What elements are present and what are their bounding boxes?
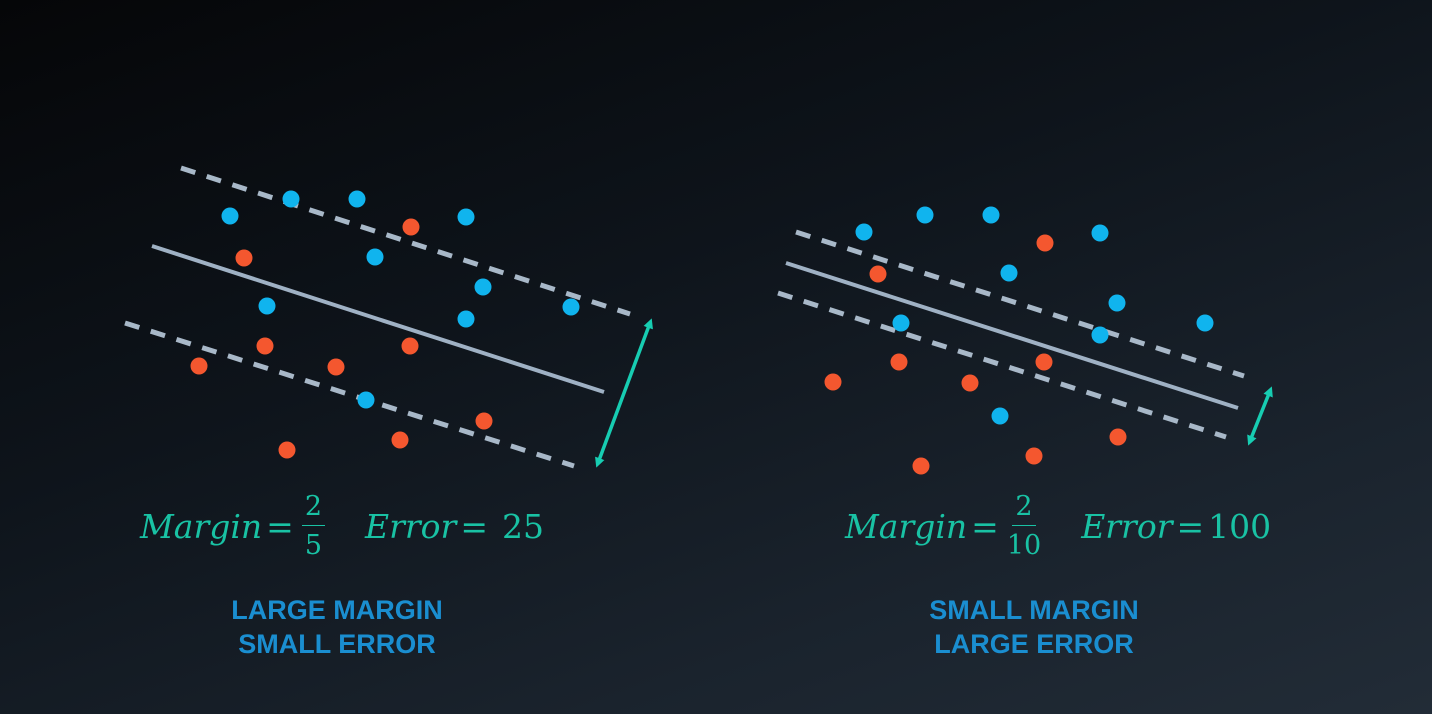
left-error-label: Error	[365, 506, 457, 546]
left-blue-point-3	[348, 190, 366, 208]
right-blue-point-8	[1091, 326, 1109, 344]
right-blue-point-7	[892, 314, 910, 332]
right-margin-equals: =	[971, 506, 999, 546]
right-blue-point-3	[982, 206, 1000, 224]
right-margin-fraction: 2 10	[1007, 493, 1041, 559]
right-blue-point-9	[1196, 314, 1214, 332]
left-orange-point-6	[401, 337, 419, 355]
right-panel-lines	[777, 229, 1273, 446]
right-orange-point-8	[1025, 447, 1043, 465]
left-blue-point-1	[221, 207, 239, 225]
left-margin-fraction: 2 5	[301, 493, 326, 561]
right-orange-point-7	[1109, 428, 1127, 446]
left-orange-point-4	[327, 358, 345, 376]
right-blue-point-10	[991, 407, 1009, 425]
left-margin-arrow	[595, 318, 653, 468]
right-caption: SMALL MARGIN LARGE ERROR	[864, 593, 1204, 661]
right-error-value: 100	[1208, 506, 1272, 546]
right-lower-margin-line	[777, 290, 1227, 440]
left-orange-point-2	[235, 249, 253, 267]
data-points	[190, 190, 1214, 475]
right-caption-line2: LARGE ERROR	[934, 629, 1134, 659]
right-orange-point-5	[824, 373, 842, 391]
right-orange-point-6	[1035, 353, 1053, 371]
right-blue-point-2	[916, 206, 934, 224]
left-margin-equals: =	[266, 506, 294, 546]
left-margin-denominator: 5	[304, 530, 323, 561]
left-upper-margin-line	[180, 165, 631, 317]
left-orange-point-5	[190, 357, 208, 375]
left-blue-point-9	[562, 298, 580, 316]
left-blue-point-4	[457, 208, 475, 226]
left-orange-point-8	[391, 431, 409, 449]
left-blue-point-5	[366, 248, 384, 266]
left-caption-line1: LARGE MARGIN	[231, 595, 443, 625]
left-lower-margin-line	[124, 320, 575, 469]
left-blue-point-7	[258, 297, 276, 315]
right-error-label: Error	[1081, 506, 1173, 546]
right-margin-denominator: 10	[1006, 530, 1042, 561]
left-formula: Margin = 2 5 Error = 25	[140, 486, 544, 566]
left-margin-label: Margin	[140, 506, 263, 546]
left-blue-point-8	[457, 310, 475, 328]
right-blue-point-5	[1000, 264, 1018, 282]
right-margin-arrow	[1247, 386, 1273, 446]
right-formula: Margin = 2 10 Error = 100	[845, 486, 1271, 566]
right-blue-point-6	[1108, 294, 1126, 312]
left-caption-line2: SMALL ERROR	[238, 629, 436, 659]
right-orange-point-3	[890, 353, 908, 371]
left-blue-point-10	[357, 391, 375, 409]
left-error-equals: =	[460, 506, 488, 546]
right-caption-line1: SMALL MARGIN	[929, 595, 1139, 625]
right-orange-point-2	[869, 265, 887, 283]
left-orange-point-3	[256, 337, 274, 355]
left-error-value: 25	[501, 506, 544, 546]
right-orange-point-1	[1036, 234, 1054, 252]
left-decision-boundary	[151, 244, 605, 394]
right-margin-numerator: 2	[1012, 493, 1036, 526]
right-orange-point-4	[961, 374, 979, 392]
left-panel-lines	[124, 165, 653, 469]
left-caption: LARGE MARGIN SMALL ERROR	[167, 593, 507, 661]
right-blue-point-1	[855, 223, 873, 241]
left-orange-point-1	[402, 218, 420, 236]
left-margin-numerator: 2	[301, 493, 326, 526]
right-decision-boundary	[785, 261, 1239, 410]
right-blue-point-4	[1091, 224, 1109, 242]
right-orange-point-9	[912, 457, 930, 475]
left-orange-point-7	[475, 412, 493, 430]
left-orange-point-9	[278, 441, 296, 459]
right-error-equals: =	[1176, 506, 1205, 546]
left-blue-point-2	[282, 190, 300, 208]
right-upper-margin-line	[795, 229, 1245, 379]
left-blue-point-6	[474, 278, 492, 296]
right-margin-label: Margin	[845, 506, 968, 546]
